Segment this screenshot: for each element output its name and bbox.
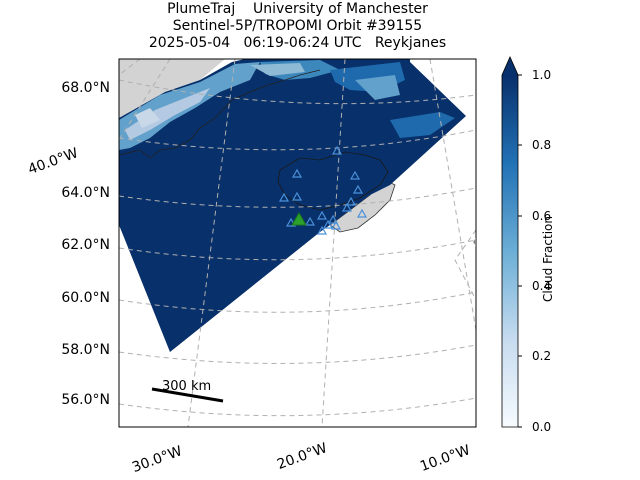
title-line-3: 2025-05-04 06:19-06:24 UTC Reykjanes (148, 35, 447, 51)
volcano-marker (291, 212, 307, 226)
colorbar-tick-0-8: 0.8 (532, 138, 552, 152)
frame-right-notch (473, 238, 476, 246)
colorbar-label: Cloud Fraction (541, 216, 555, 302)
colorbar-tick-0-6: 0.6 (532, 209, 552, 223)
colorbar-tick-1-0: 1.0 (532, 68, 552, 82)
cloud-patches (119, 60, 455, 150)
colorbar-tick-0-4: 0.4 (532, 279, 552, 293)
iceland-coast-outline (277, 151, 389, 211)
graticule (119, 59, 476, 427)
colorbar-extend-arrow (502, 57, 518, 75)
colorbar-tick-0-0: 0.0 (532, 420, 552, 434)
satellite-swath (119, 59, 466, 352)
lat-label-58: 58.0°N (61, 342, 110, 358)
lat-label-60: 60.0°N (61, 290, 110, 306)
scale-bar-label: 300 km (162, 379, 211, 394)
lat-label-64: 64.0°N (61, 185, 110, 201)
map-panel: 300 km (119, 59, 476, 427)
lat-label-68: 68.0°N (61, 80, 110, 96)
lat-label-56: 56.0°N (61, 392, 110, 408)
colorbar-tick-0-2: 0.2 (532, 349, 552, 363)
coastline (119, 69, 321, 159)
scale-bar (151, 387, 224, 403)
station-markers (278, 145, 368, 235)
title-line-2: Sentinel-5P/TROPOMI Orbit #39155 (172, 18, 423, 34)
title-line-1: PlumeTraj University of Manchester (167, 1, 428, 17)
lat-label-62: 62.0°N (61, 237, 110, 253)
colorbar (501, 56, 522, 428)
